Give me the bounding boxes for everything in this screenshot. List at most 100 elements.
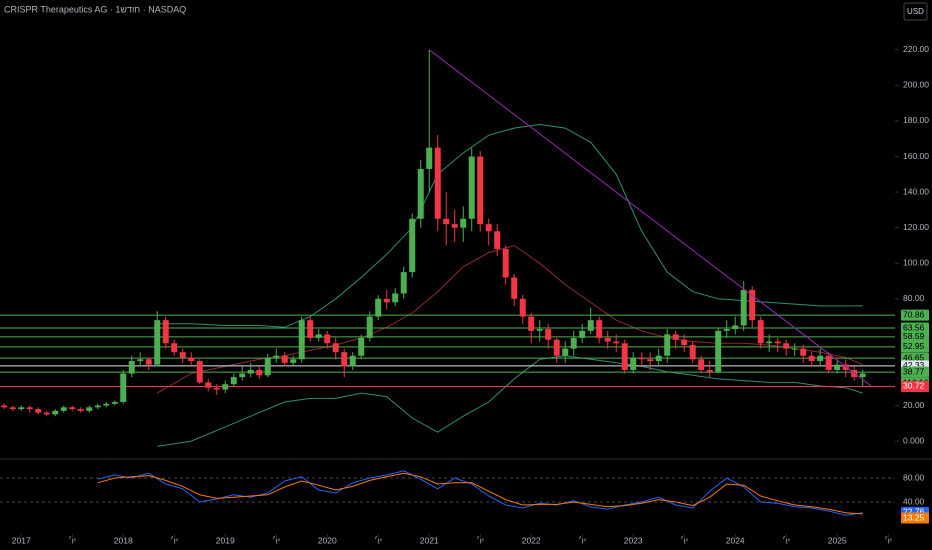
x-tick-label: יו׳ xyxy=(170,535,178,545)
x-tick-label: 2020 xyxy=(318,535,337,545)
level-label: 30.72 xyxy=(903,381,925,391)
candle-body xyxy=(630,357,637,370)
candle-body xyxy=(60,407,67,411)
band-line xyxy=(156,244,863,394)
candle-body xyxy=(409,218,416,273)
x-tick-label: 2022 xyxy=(522,535,541,545)
candle-body xyxy=(859,373,866,378)
y-tick-label: 80.00 xyxy=(903,472,925,482)
candle-body xyxy=(69,407,76,410)
candle-body xyxy=(366,316,373,338)
candle-body xyxy=(128,361,135,374)
currency-label[interactable]: USD xyxy=(907,7,924,16)
x-tick-label: יו׳ xyxy=(578,535,586,545)
candle-body xyxy=(621,343,628,370)
candle-body xyxy=(52,410,59,415)
candle-body xyxy=(162,320,169,344)
x-tick-label: 2017 xyxy=(12,535,31,545)
candle-body xyxy=(698,359,705,370)
y-tick-label: 140.00 xyxy=(903,186,929,196)
last-value-label: 13.25 xyxy=(903,512,925,522)
level-label: 42.33 xyxy=(903,360,925,370)
x-tick-label: 2025 xyxy=(828,535,847,545)
candle-body xyxy=(655,355,662,362)
level-label: 52.95 xyxy=(903,341,925,351)
level-label-box xyxy=(901,341,929,353)
candle-body xyxy=(35,409,42,413)
trend-line xyxy=(428,49,872,387)
candle-body xyxy=(230,377,237,385)
candle-body xyxy=(732,325,739,330)
candle-body xyxy=(349,355,356,367)
candle-body xyxy=(281,355,288,363)
candle-body xyxy=(383,298,390,303)
currency-button[interactable] xyxy=(903,2,928,21)
candle-body xyxy=(587,320,594,331)
x-tick-label: יו׳ xyxy=(68,535,76,545)
candle-body xyxy=(264,357,271,376)
candle-body xyxy=(120,373,127,402)
candle-body xyxy=(664,334,671,356)
level-label: 38.77 xyxy=(903,366,925,376)
band-line xyxy=(157,123,863,328)
x-tick-label: יו׳ xyxy=(476,535,484,545)
candle-body xyxy=(315,334,322,338)
candle-body xyxy=(511,277,518,299)
candle-body xyxy=(638,357,645,360)
candle-body xyxy=(103,403,110,406)
candle-body xyxy=(145,359,152,365)
candle-body xyxy=(375,298,382,317)
candle-body xyxy=(426,147,433,169)
candle-body xyxy=(392,293,399,303)
level-label-box xyxy=(901,366,929,378)
candle-body xyxy=(545,329,552,340)
level-label: 46.65 xyxy=(903,352,925,362)
candle-body xyxy=(273,355,280,358)
candle-body xyxy=(825,355,832,370)
x-tick-label: יו׳ xyxy=(680,535,688,545)
candle-body xyxy=(307,320,314,338)
candle-body xyxy=(460,218,467,228)
y-tick-label: 180.00 xyxy=(903,115,929,125)
candle-body xyxy=(137,359,144,362)
candle-body xyxy=(434,147,441,219)
x-tick-label: יו׳ xyxy=(782,535,790,545)
candle-body xyxy=(689,345,696,360)
candle-body xyxy=(222,384,229,390)
candle-body xyxy=(443,218,450,225)
candle-body xyxy=(783,343,790,349)
y-tick-label: 120.00 xyxy=(903,222,929,232)
x-tick-label: 2019 xyxy=(216,535,235,545)
candle-body xyxy=(256,369,263,376)
y-tick-label: 160.00 xyxy=(903,151,929,161)
level-label-box xyxy=(901,309,929,321)
candle-body xyxy=(111,401,118,404)
candle-body xyxy=(596,320,603,338)
candle-body xyxy=(239,373,246,378)
candle-body xyxy=(740,289,747,326)
rsi-line xyxy=(97,470,863,516)
x-tick-label: 2024 xyxy=(726,535,745,545)
candle-body xyxy=(179,352,186,358)
candle-body xyxy=(332,343,339,353)
level-label-box xyxy=(901,331,929,343)
x-tick-label: 2023 xyxy=(624,535,643,545)
candle-body xyxy=(553,339,560,356)
level-label-box xyxy=(901,380,929,392)
candle-body xyxy=(528,316,535,331)
candle-body xyxy=(842,364,849,370)
candle-body xyxy=(817,355,824,362)
candle-body xyxy=(579,330,586,338)
x-tick-label: 2018 xyxy=(114,535,133,545)
candle-body xyxy=(18,407,25,410)
last-value-box xyxy=(901,512,929,524)
candle-body xyxy=(171,343,178,353)
y-tick-label: 200.00 xyxy=(903,80,929,90)
candle-body xyxy=(213,387,220,390)
last-value-label: 22.76 xyxy=(903,507,925,517)
candle-body xyxy=(324,334,331,344)
candle-body xyxy=(1,405,8,408)
candle-body xyxy=(26,407,33,410)
